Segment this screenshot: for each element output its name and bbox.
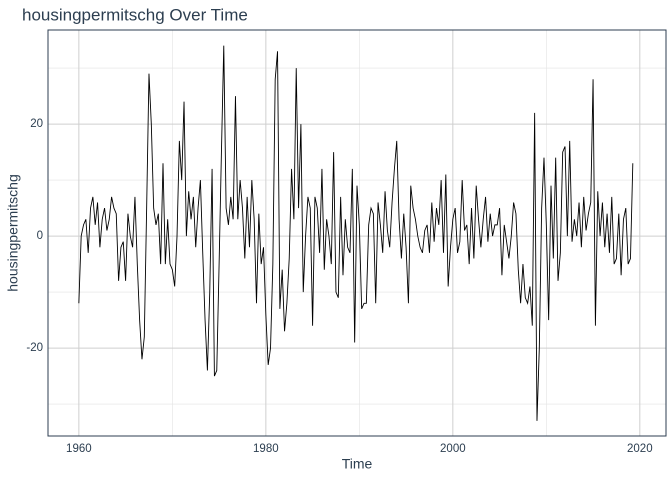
y-axis-label: housingpermitschg bbox=[5, 174, 21, 292]
x-tick-label: 1980 bbox=[253, 443, 279, 455]
y-tick-label: 20 bbox=[30, 118, 43, 130]
panel-border bbox=[47, 29, 667, 437]
x-tick-label: 1960 bbox=[66, 443, 92, 455]
x-axis-label: Time bbox=[342, 456, 373, 472]
y-tick-label: -20 bbox=[26, 342, 43, 354]
y-tick-label: 0 bbox=[37, 230, 43, 242]
x-tick-label: 2000 bbox=[440, 443, 466, 455]
data-line bbox=[78, 45, 634, 421]
x-tick-label: 2020 bbox=[627, 443, 653, 455]
chart-title: housingpermitschg Over Time bbox=[22, 5, 248, 24]
